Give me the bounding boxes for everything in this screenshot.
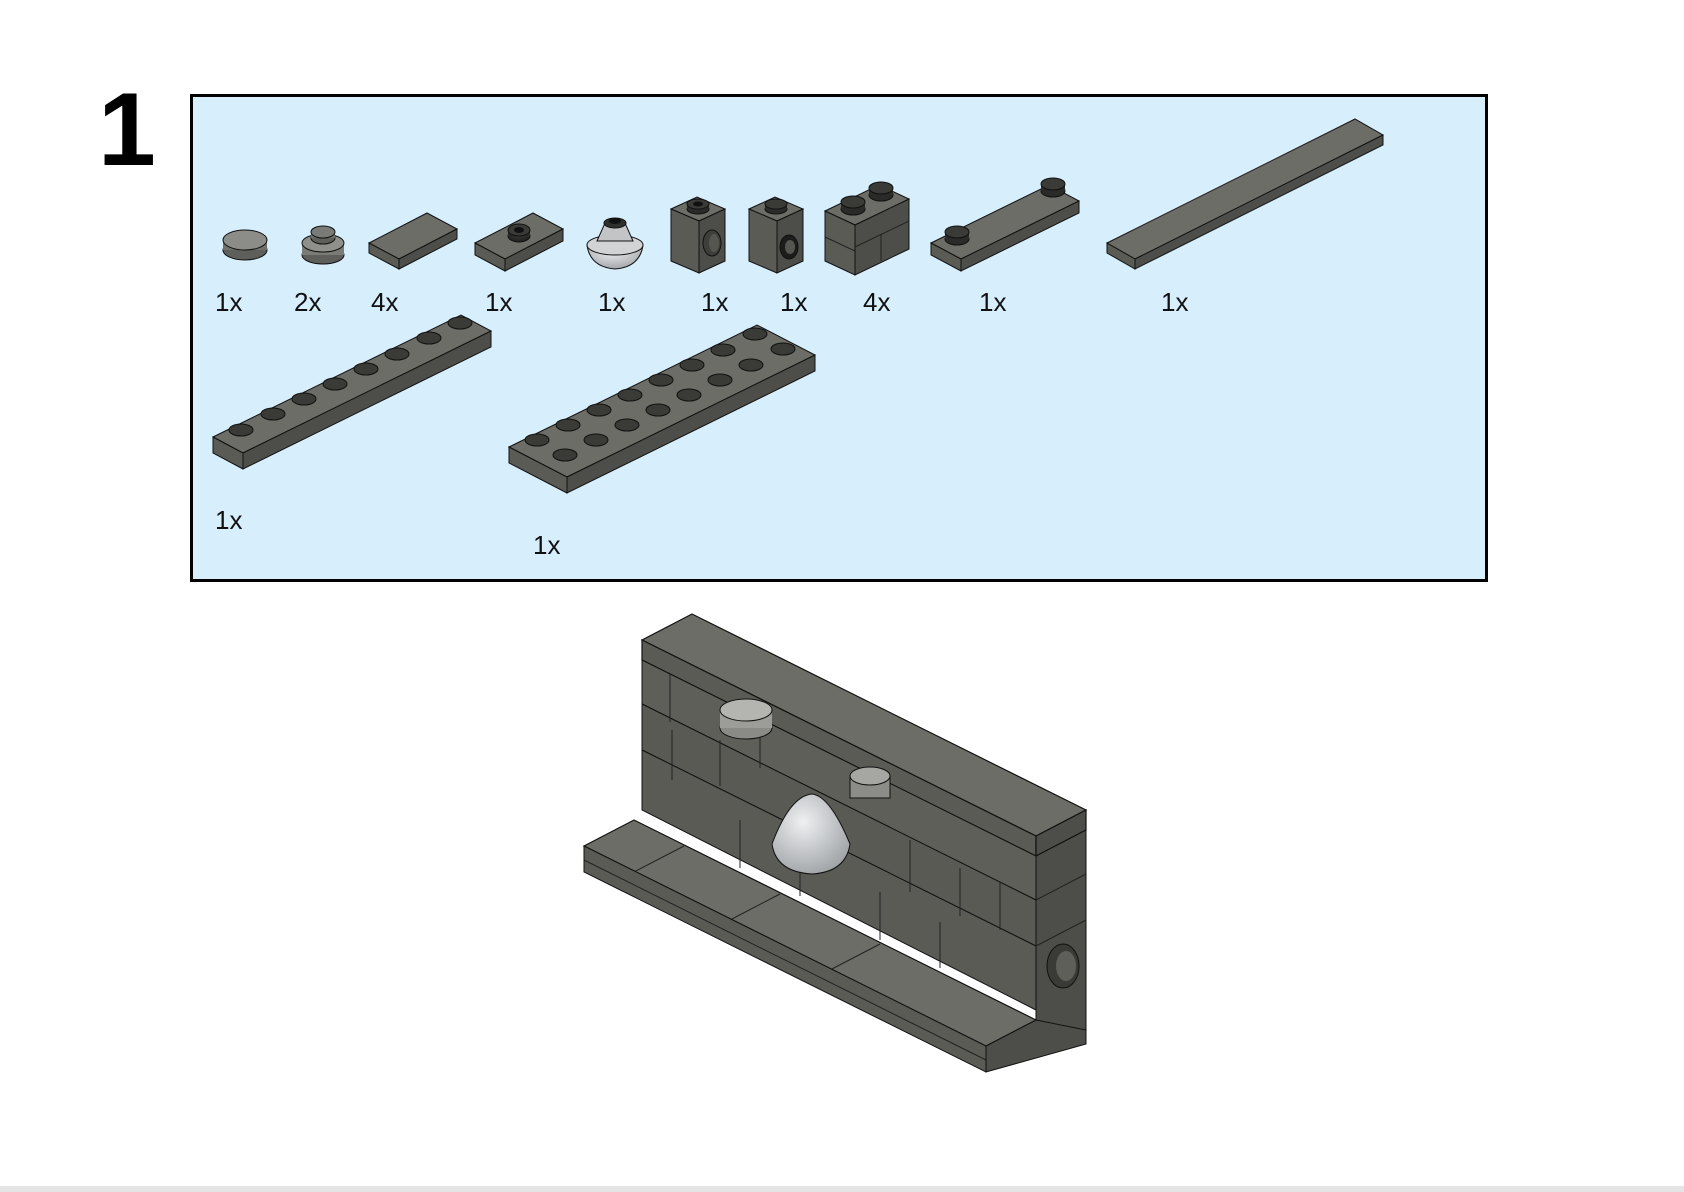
part-quantity: 1x: [215, 287, 243, 317]
part-tile-1x8: [1105, 118, 1385, 270]
part-dome-cone: [586, 217, 644, 270]
part-jumper-plate-1x2: [473, 212, 565, 272]
part-quantity: 1x: [215, 505, 243, 535]
model-dome: [771, 793, 851, 875]
part-quantity: 1x: [1161, 287, 1189, 317]
part-tile-1x2: [367, 212, 459, 270]
part-quantity: 2x: [294, 287, 322, 317]
part-technic-brick-1x1-side: [747, 196, 805, 274]
part-plate-2x8: [507, 324, 817, 494]
model-round-tile: [849, 766, 891, 799]
part-quantity: 1x: [979, 287, 1007, 317]
footer-bar: [0, 1186, 1684, 1192]
part-round-tile-1x1: [222, 229, 268, 261]
part-masonry-brick-1x2: [823, 181, 911, 276]
part-technic-brick-1x1-top: [669, 196, 727, 274]
model-round-plate: [719, 698, 773, 740]
part-quantity: 1x: [533, 530, 561, 560]
parts-illustrations: [211, 118, 1385, 494]
parts-list-panel: 1x 2x 4x 1x 1x 1x 1x 4x 1x 1x 1x 1x: [190, 94, 1488, 582]
part-round-plate-1x1: [301, 225, 345, 265]
assembled-model-illustration: [582, 613, 1088, 1073]
part-quantity: 1x: [598, 287, 626, 317]
part-quantity: 4x: [371, 287, 399, 317]
part-plate-1x4-two-studs: [929, 177, 1081, 272]
step-number: 1: [98, 72, 156, 188]
part-quantity: 4x: [863, 287, 891, 317]
part-quantity: 1x: [780, 287, 808, 317]
part-plate-1x8: [211, 314, 493, 470]
part-quantity: 1x: [701, 287, 729, 317]
part-quantity: 1x: [485, 287, 513, 317]
